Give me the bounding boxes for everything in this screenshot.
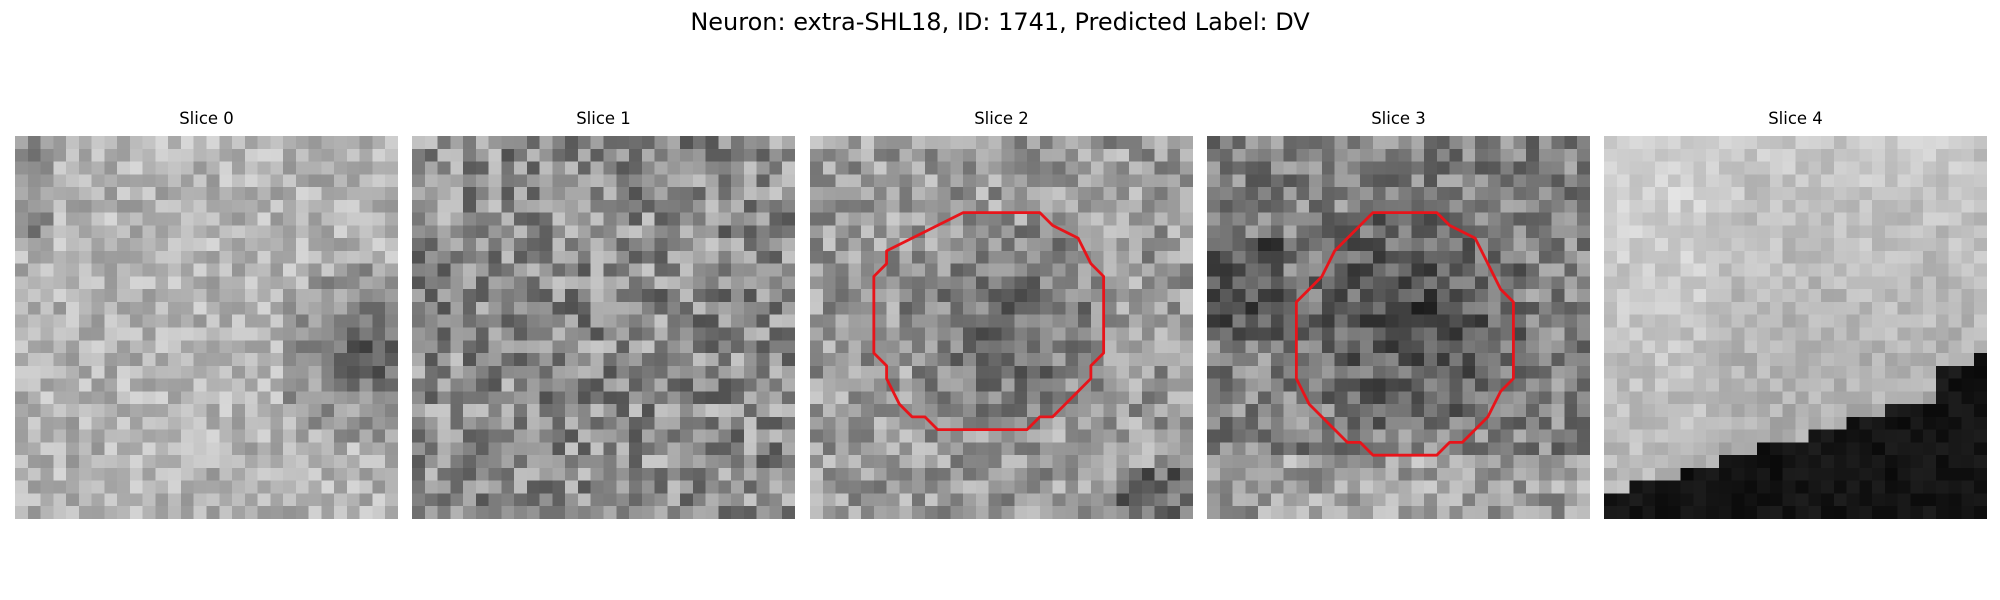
roi-outline-path xyxy=(1294,211,1515,457)
slice-image xyxy=(1604,136,1987,519)
slice-panel-0: Slice 0 xyxy=(15,108,398,519)
slice-panel-4: Slice 4 xyxy=(1604,108,1987,519)
slice-title: Slice 2 xyxy=(974,109,1029,128)
slice-image xyxy=(15,136,398,519)
slice-title: Slice 4 xyxy=(1768,109,1823,128)
roi-outline xyxy=(872,211,1106,432)
roi-outline xyxy=(1294,211,1515,457)
roi-outline-path xyxy=(872,211,1106,432)
figure-title: Neuron: extra-SHL18, ID: 1741, Predicted… xyxy=(690,8,1310,36)
slice-title: Slice 3 xyxy=(1371,109,1426,128)
slice-image xyxy=(412,136,795,519)
slice-panel-1: Slice 1 xyxy=(412,108,795,519)
slice-title: Slice 1 xyxy=(576,109,631,128)
slice-panel-2: Slice 2 xyxy=(810,108,1193,519)
slice-panel-3: Slice 3 xyxy=(1207,108,1590,519)
slice-title: Slice 0 xyxy=(179,109,234,128)
